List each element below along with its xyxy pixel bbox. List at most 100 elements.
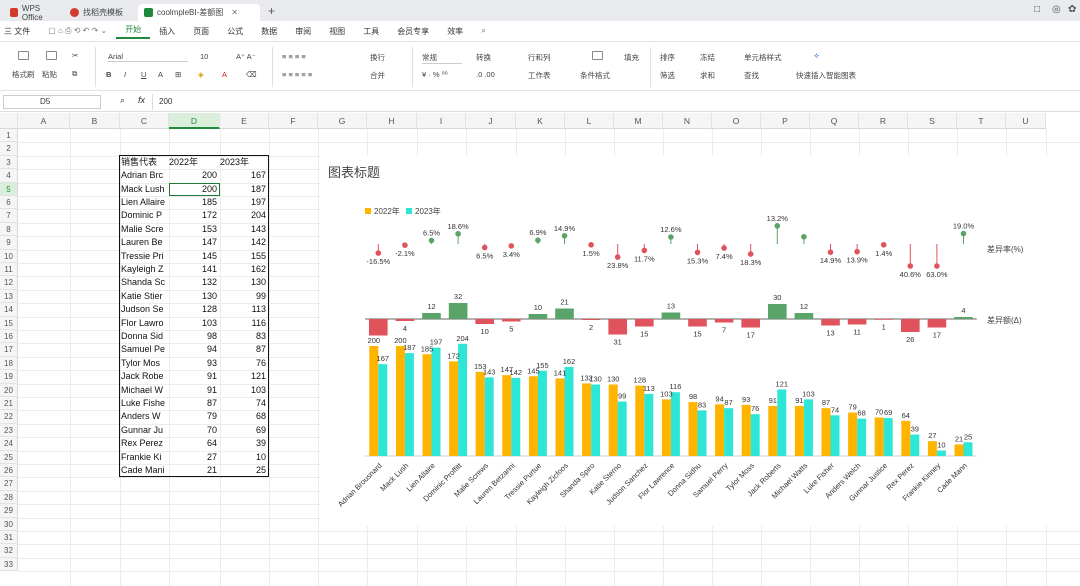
row-header-12[interactable]: 12	[0, 276, 18, 290]
column-header-h[interactable]: H	[367, 113, 417, 129]
border-icon[interactable]: ⊞	[175, 70, 182, 79]
row-header-24[interactable]: 24	[0, 437, 18, 451]
column-header-m[interactable]: M	[614, 113, 663, 129]
row-header-16[interactable]: 16	[0, 330, 18, 344]
row-header-23[interactable]: 23	[0, 423, 18, 438]
row-header-29[interactable]: 29	[0, 504, 18, 518]
table-cell-2022[interactable]: 200	[201, 170, 217, 181]
table-cell-name[interactable]: Samuel Pe	[121, 344, 166, 355]
row-header-22[interactable]: 22	[0, 410, 18, 424]
merge-button[interactable]: 合并	[370, 71, 385, 80]
row-header-21[interactable]: 21	[0, 397, 18, 411]
table-cell-name[interactable]: Rex Perez	[121, 438, 164, 449]
find-button[interactable]: 查找	[744, 71, 759, 80]
menu-view[interactable]: 视图	[329, 26, 346, 36]
menu-insert[interactable]: 插入	[159, 26, 176, 36]
italic-icon[interactable]: I	[124, 70, 127, 79]
cell-name-box[interactable]: D5	[3, 95, 101, 109]
table-cell-2023[interactable]: 130	[250, 277, 266, 288]
row-header-3[interactable]: 3	[0, 155, 18, 170]
table-cell-name[interactable]: Dominic P	[121, 210, 163, 221]
row-header-6[interactable]: 6	[0, 196, 18, 210]
menu-formula[interactable]: 公式	[227, 26, 244, 36]
row-header-9[interactable]: 9	[0, 236, 18, 250]
number-format-select[interactable]: 常规	[422, 52, 462, 64]
table-cell-2022[interactable]: 64	[206, 438, 217, 449]
table-cell-2023[interactable]: 143	[250, 223, 266, 234]
table-cell-name[interactable]: Frankie Ki	[121, 451, 162, 462]
skin-icon[interactable]: ✿	[1068, 4, 1077, 15]
row-header-30[interactable]: 30	[0, 517, 18, 531]
convert-button[interactable]: 转换	[476, 53, 491, 62]
table-cell-name[interactable]: Flor Lawro	[121, 317, 164, 328]
sort-button[interactable]: 排序	[660, 53, 675, 62]
row-header-14[interactable]: 14	[0, 303, 18, 317]
table-cell-2022[interactable]: 153	[201, 223, 217, 234]
copy-icon[interactable]: ⧉	[72, 69, 78, 78]
fill-button[interactable]: 填充	[624, 53, 639, 62]
table-cell-name[interactable]: Jack Robe	[121, 371, 164, 382]
sum-button[interactable]: 求和	[700, 71, 715, 80]
zoom-icon[interactable]: ⌕	[120, 95, 126, 105]
cut-icon[interactable]: ✂	[72, 51, 79, 60]
row-header-20[interactable]: 20	[0, 383, 18, 397]
row-header-33[interactable]: 33	[0, 557, 18, 572]
row-header-13[interactable]: 13	[0, 289, 18, 304]
table-cell-2023[interactable]: 83	[255, 331, 266, 341]
table-cell-name[interactable]: Cade Mani	[121, 465, 165, 475]
search-icon[interactable]: ⌕	[481, 26, 486, 35]
table-cell-2022[interactable]: 91	[206, 371, 217, 382]
table-cell-name[interactable]: Adrian Brc	[121, 170, 164, 181]
row-header-8[interactable]: 8	[0, 222, 18, 237]
clear-icon[interactable]: ⌫	[246, 70, 257, 79]
table-cell-2022[interactable]: 27	[206, 451, 217, 462]
row-header-18[interactable]: 18	[0, 356, 18, 371]
table-cell-2023[interactable]: 76	[255, 357, 266, 368]
row-header-26[interactable]: 26	[0, 464, 18, 478]
table-cell-name[interactable]: Michael W	[121, 384, 164, 395]
cond-format-button[interactable]: 条件格式	[580, 71, 610, 80]
align-icons-2[interactable]: ≡ ≡ ≡ ≡ ≡	[282, 70, 313, 79]
underline-icon[interactable]: U	[141, 70, 147, 79]
table-cell-2022[interactable]: 87	[206, 398, 217, 408]
table-cell-2022[interactable]: 172	[201, 210, 217, 221]
font-size-select[interactable]: 10	[200, 52, 209, 61]
row-header-2[interactable]: 2	[0, 142, 18, 156]
table-cell-2022[interactable]: 147	[201, 237, 217, 248]
column-header-u[interactable]: U	[1006, 113, 1046, 129]
column-header-t[interactable]: T	[957, 113, 1006, 129]
fx-icon[interactable]: fx	[138, 95, 146, 105]
menu-page[interactable]: 页面	[193, 26, 210, 36]
row-header-7[interactable]: 7	[0, 209, 18, 223]
table-cell-2022[interactable]: 132	[201, 277, 217, 288]
column-header-n[interactable]: N	[663, 113, 712, 129]
row-header-31[interactable]: 31	[0, 531, 18, 545]
bold-icon[interactable]: B	[106, 70, 112, 79]
align-icons[interactable]: ≡ ≡ ≡ ≡	[282, 52, 306, 61]
paste-icon[interactable]	[46, 51, 57, 60]
column-header-j[interactable]: J	[466, 113, 516, 129]
table-cell-name[interactable]: Katie Stier	[121, 290, 163, 301]
table-cell-2022[interactable]: 98	[206, 331, 217, 341]
column-header-q[interactable]: Q	[810, 113, 859, 129]
tab-wps-office[interactable]: WPS Office	[4, 4, 64, 22]
row-header-10[interactable]: 10	[0, 249, 18, 263]
menu-tools[interactable]: 工具	[363, 26, 380, 36]
table-cell-2023[interactable]: 204	[250, 210, 266, 221]
table-cell-2023[interactable]: 167	[250, 170, 266, 181]
table-cell-2022[interactable]: 94	[206, 344, 217, 355]
table-cell-name[interactable]: Anders W	[121, 411, 161, 422]
column-header-l[interactable]: L	[565, 113, 614, 129]
font-name-select[interactable]: Arial	[108, 52, 188, 62]
table-cell-2022[interactable]: 103	[201, 317, 217, 328]
table-cell-name[interactable]: Luke Fishe	[121, 398, 166, 408]
menu-home[interactable]: 开始	[116, 24, 151, 39]
table-cell-name[interactable]: Judson Se	[121, 304, 164, 315]
table-cell-2023[interactable]: 10	[255, 451, 266, 462]
table-cell-2022[interactable]: 145	[201, 250, 217, 261]
table-cell-2023[interactable]: 187	[250, 183, 266, 194]
table-cell-2022[interactable]: 141	[201, 264, 217, 274]
table-cell-2022[interactable]: 91	[206, 384, 217, 395]
row-header-32[interactable]: 32	[0, 544, 18, 558]
table-cell-name[interactable]: Donna Sid	[121, 331, 164, 341]
